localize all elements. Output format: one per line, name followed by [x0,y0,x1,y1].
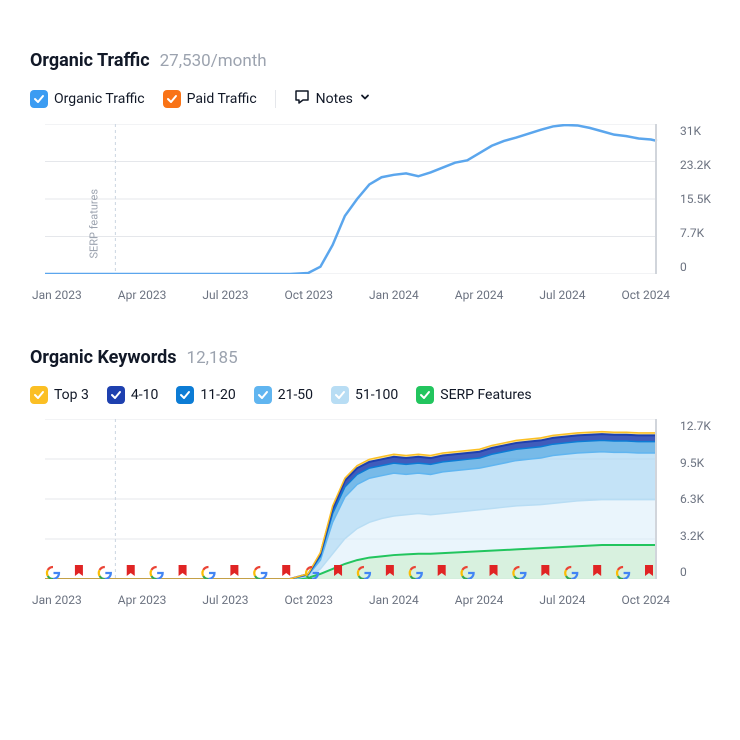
legend-label: Organic Traffic [54,91,145,107]
serp-label: SERP features [88,189,101,259]
legend-label: 4-10 [131,387,158,403]
notes-button[interactable]: Notes [294,89,371,109]
y-tick: 3.2K [680,529,720,543]
keywords-chart-area: Jan 2023 Apr 2023 Jul 2023 Oct 2023 Jan 2024… [30,419,672,607]
traffic-subtitle: 27,530/month [160,51,267,71]
traffic-chart-wrap: SERP features Jan 2023 Apr 2023 Jul 2023 Oc… [30,124,720,302]
x-tick: Jul 2023 [202,593,248,607]
keywords-title-row: Organic Keywords 12,185 [30,347,720,368]
legend-item[interactable]: 51-100 [331,386,398,404]
legend-label: Top 3 [54,387,89,403]
y-tick: 7.7K [680,226,720,240]
legend-item[interactable]: 21-50 [254,386,313,404]
x-tick: Jan 2023 [32,593,82,607]
checkbox-icon [30,90,48,108]
keywords-x-axis: Jan 2023 Apr 2023 Jul 2023 Oct 2023 Jan 2024… [30,593,672,607]
x-tick: Oct 2024 [622,288,670,302]
y-tick: 12.7K [680,419,720,433]
checkbox-icon [163,90,181,108]
legend-label: 21-50 [278,387,313,403]
y-tick: 9.5K [680,456,720,470]
traffic-chart-area: SERP features Jan 2023 Apr 2023 Jul 2023 Oc… [30,124,672,302]
x-tick: Jul 2023 [202,288,248,302]
legend-label: 51-100 [355,387,398,403]
legend-paid[interactable]: Paid Traffic [163,90,257,108]
x-tick: Apr 2023 [118,593,167,607]
x-tick: Apr 2023 [118,288,167,302]
y-tick: 6.3K [680,492,720,506]
keywords-legend: Top 3 4-10 11-20 21-50 51-100 SERP Features [30,386,720,404]
traffic-title-row: Organic Traffic 27,530/month [30,50,720,71]
divider [275,90,276,108]
legend-organic[interactable]: Organic Traffic [30,90,145,108]
x-tick: Apr 2024 [455,593,504,607]
checkbox-icon [254,386,272,404]
notes-label: Notes [316,91,353,107]
checkbox-icon [176,386,194,404]
x-tick: Jul 2024 [539,593,585,607]
keywords-subtitle: 12,185 [187,348,238,368]
x-tick: Jan 2024 [369,288,419,302]
traffic-x-axis: Jan 2023 Apr 2023 Jul 2023 Oct 2023 Jan 2024… [30,288,672,302]
keywords-y-axis: 12.7K 9.5K 6.3K 3.2K 0 [672,419,720,579]
keywords-chart-wrap: Jan 2023 Apr 2023 Jul 2023 Oct 2023 Jan 2024… [30,419,720,607]
legend-label: 11-20 [200,387,235,403]
checkbox-icon [416,386,434,404]
y-tick: 15.5K [680,192,720,206]
traffic-chart[interactable] [30,124,672,274]
x-tick: Jan 2023 [32,288,82,302]
y-tick: 0 [680,260,720,274]
x-tick: Oct 2023 [285,288,333,302]
keywords-chart[interactable] [30,419,672,579]
legend-label: SERP Features [440,387,531,403]
chevron-down-icon [359,91,371,107]
x-tick: Jul 2024 [539,288,585,302]
checkbox-icon [30,386,48,404]
traffic-section: Organic Traffic 27,530/month Organic Tra… [30,50,720,302]
legend-item[interactable]: Top 3 [30,386,89,404]
traffic-title: Organic Traffic [30,50,150,71]
legend-item[interactable]: SERP Features [416,386,531,404]
y-tick: 0 [680,565,720,579]
legend-item[interactable]: 11-20 [176,386,235,404]
checkbox-icon [331,386,349,404]
x-tick: Oct 2024 [622,593,670,607]
checkbox-icon [107,386,125,404]
x-tick: Jan 2024 [369,593,419,607]
legend-item[interactable]: 4-10 [107,386,158,404]
y-tick: 31K [680,124,720,138]
legend-label: Paid Traffic [187,91,257,107]
traffic-y-axis: 31K 23.2K 15.5K 7.7K 0 [672,124,720,274]
note-icon [294,89,310,109]
traffic-legend: Organic Traffic Paid Traffic Notes [30,89,720,109]
x-tick: Oct 2023 [285,593,333,607]
x-tick: Apr 2024 [455,288,504,302]
keywords-section: Organic Keywords 12,185 Top 3 4-10 11-20 21… [30,347,720,607]
y-tick: 23.2K [680,158,720,172]
keywords-title: Organic Keywords [30,347,177,368]
